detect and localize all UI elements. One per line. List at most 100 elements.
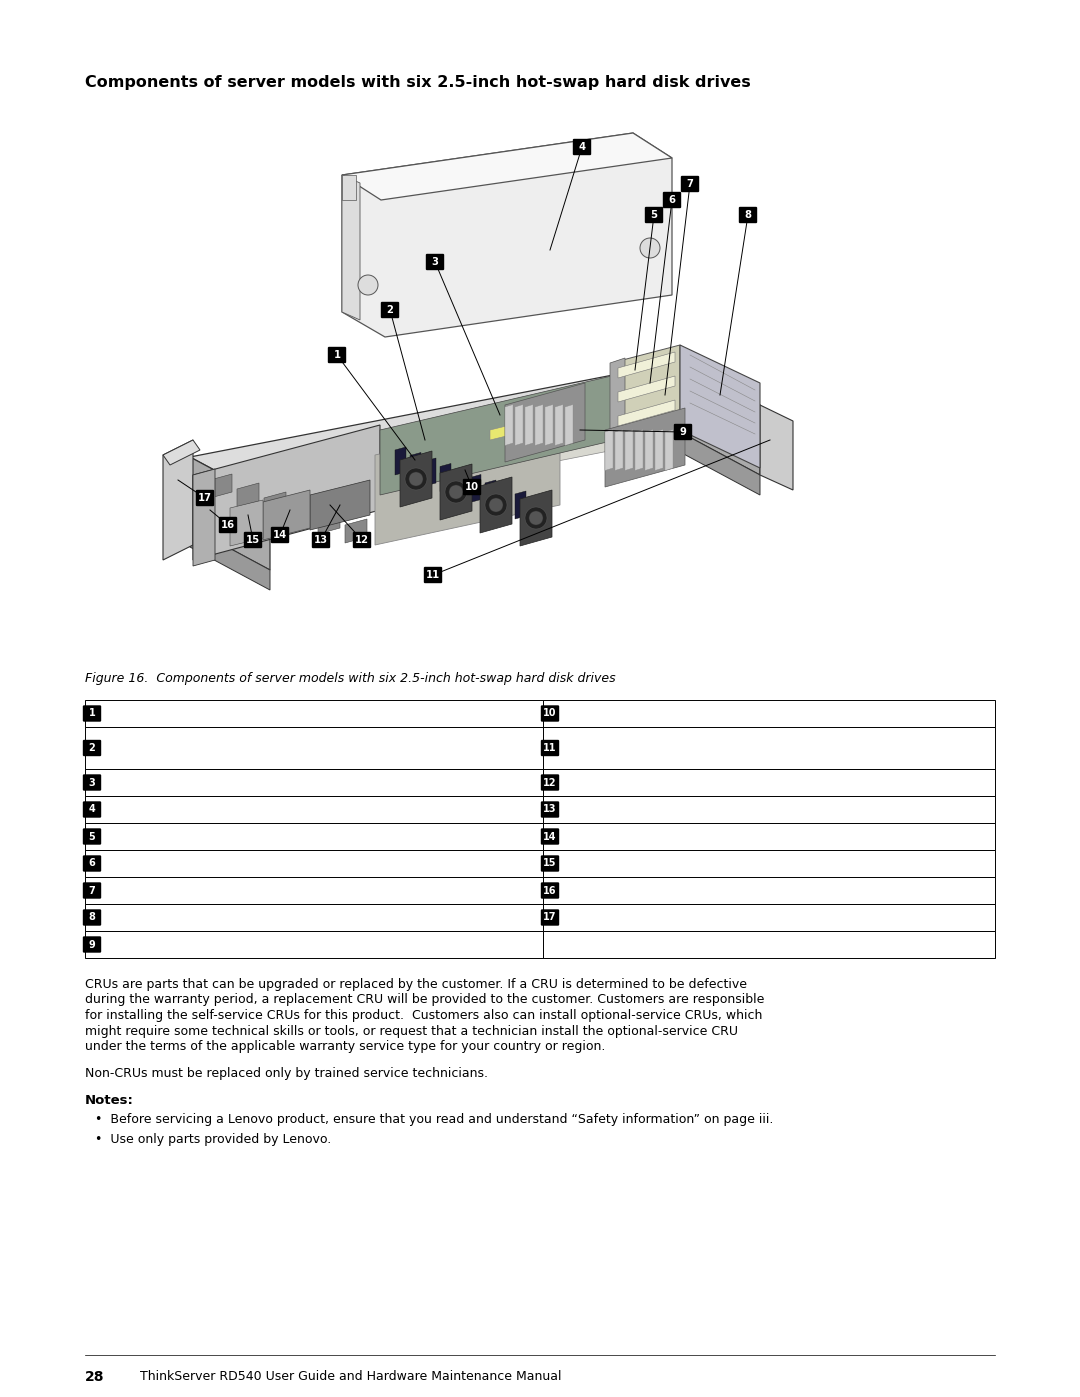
FancyBboxPatch shape [328, 346, 347, 363]
FancyBboxPatch shape [244, 532, 262, 548]
Circle shape [405, 468, 427, 490]
Text: 15: 15 [246, 535, 260, 545]
Text: 1: 1 [89, 708, 95, 718]
Text: 10: 10 [543, 708, 557, 718]
Polygon shape [505, 405, 513, 446]
Polygon shape [190, 457, 270, 570]
Text: PCI Express card: PCI Express card [105, 856, 210, 870]
Polygon shape [440, 464, 451, 492]
Text: 8: 8 [89, 912, 95, 922]
Text: Cooling shroud: Cooling shroud [105, 803, 199, 816]
Polygon shape [530, 496, 541, 524]
Circle shape [445, 481, 467, 503]
Bar [543, 904, 995, 930]
FancyBboxPatch shape [353, 532, 372, 548]
Text: 6: 6 [669, 196, 675, 205]
Text: 10: 10 [465, 482, 480, 492]
FancyBboxPatch shape [739, 207, 757, 224]
Text: ThinkServer RD540 User Guide and Hardware Maintenance Manual: ThinkServer RD540 User Guide and Hardwar… [140, 1370, 562, 1383]
Polygon shape [500, 486, 511, 514]
Polygon shape [565, 405, 573, 446]
Text: 7: 7 [89, 886, 95, 895]
FancyBboxPatch shape [83, 774, 102, 791]
Text: 5: 5 [650, 210, 658, 219]
Polygon shape [760, 405, 793, 490]
Bar [85, 904, 543, 930]
Text: 9: 9 [89, 940, 95, 950]
Bar [85, 726, 543, 768]
Text: Right rack handle: Right rack handle [563, 742, 674, 754]
Circle shape [357, 275, 378, 295]
Circle shape [525, 507, 546, 529]
Text: •  Use only parts provided by Lenovo.: • Use only parts provided by Lenovo. [95, 1133, 332, 1147]
Text: 7: 7 [687, 179, 693, 189]
Polygon shape [680, 362, 760, 475]
Bar [543, 930, 995, 958]
FancyBboxPatch shape [83, 802, 102, 817]
Text: 13: 13 [543, 805, 557, 814]
Bar [85, 877, 543, 904]
Circle shape [640, 237, 660, 258]
Polygon shape [190, 527, 270, 590]
FancyBboxPatch shape [83, 855, 102, 872]
Polygon shape [193, 380, 757, 517]
Polygon shape [515, 490, 526, 520]
FancyBboxPatch shape [541, 883, 559, 898]
Polygon shape [400, 451, 432, 507]
Polygon shape [190, 362, 760, 500]
Bar [85, 768, 543, 796]
Polygon shape [605, 429, 613, 471]
Bar [85, 930, 543, 958]
Text: 16: 16 [221, 520, 235, 529]
Polygon shape [193, 469, 215, 566]
Bar [85, 823, 543, 849]
FancyBboxPatch shape [83, 705, 102, 722]
Polygon shape [485, 481, 496, 509]
Text: 11: 11 [543, 743, 557, 753]
Polygon shape [480, 476, 512, 534]
Polygon shape [605, 408, 685, 488]
Text: Riser card assembly 2: Riser card assembly 2 [105, 884, 243, 897]
Text: 1: 1 [334, 351, 340, 360]
Polygon shape [645, 429, 653, 471]
Polygon shape [163, 440, 193, 560]
Text: under the terms of the applicable warranty service type for your country or regi: under the terms of the applicable warran… [85, 1039, 606, 1053]
Polygon shape [264, 490, 310, 541]
Polygon shape [230, 500, 264, 546]
Polygon shape [625, 429, 633, 471]
Circle shape [529, 511, 543, 525]
FancyBboxPatch shape [541, 740, 559, 756]
Text: •  Before servicing a Lenovo product, ensure that you read and understand “Safet: • Before servicing a Lenovo product, ens… [95, 1113, 773, 1126]
Bar [543, 726, 995, 768]
Polygon shape [615, 429, 623, 471]
Text: Non-CRUs must be replaced only by trained service technicians.: Non-CRUs must be replaced only by traine… [85, 1067, 488, 1080]
Bar [543, 823, 995, 849]
Text: for installing the self-service CRUs for this product.  Customers also can insta: for installing the self-service CRUs for… [85, 1009, 762, 1023]
Polygon shape [680, 432, 760, 495]
Polygon shape [618, 376, 675, 402]
Text: Heat sinks (2): Heat sinks (2) [105, 937, 192, 951]
Polygon shape [455, 469, 465, 497]
Text: 5: 5 [89, 831, 95, 841]
Polygon shape [375, 415, 561, 545]
Text: 28: 28 [85, 1370, 105, 1384]
Polygon shape [515, 405, 523, 446]
Polygon shape [264, 492, 286, 515]
FancyBboxPatch shape [572, 138, 591, 155]
Polygon shape [318, 510, 340, 534]
Text: 8: 8 [744, 210, 752, 219]
Text: Intelligent Diagnostics Module: Intelligent Diagnostics Module [563, 803, 753, 816]
Polygon shape [342, 133, 672, 200]
Text: Left rack handle: Left rack handle [563, 911, 664, 923]
FancyBboxPatch shape [195, 490, 214, 506]
Polygon shape [618, 352, 675, 379]
Polygon shape [680, 345, 760, 468]
FancyBboxPatch shape [312, 532, 330, 548]
Text: Front panel: Front panel [563, 884, 633, 897]
Polygon shape [193, 425, 380, 560]
Bar [543, 768, 995, 796]
Polygon shape [380, 360, 680, 495]
FancyBboxPatch shape [541, 909, 559, 926]
Text: Figure 16.  Components of server models with six 2.5-inch hot-swap hard disk dri: Figure 16. Components of server models w… [85, 672, 616, 685]
Text: 12: 12 [355, 535, 369, 545]
